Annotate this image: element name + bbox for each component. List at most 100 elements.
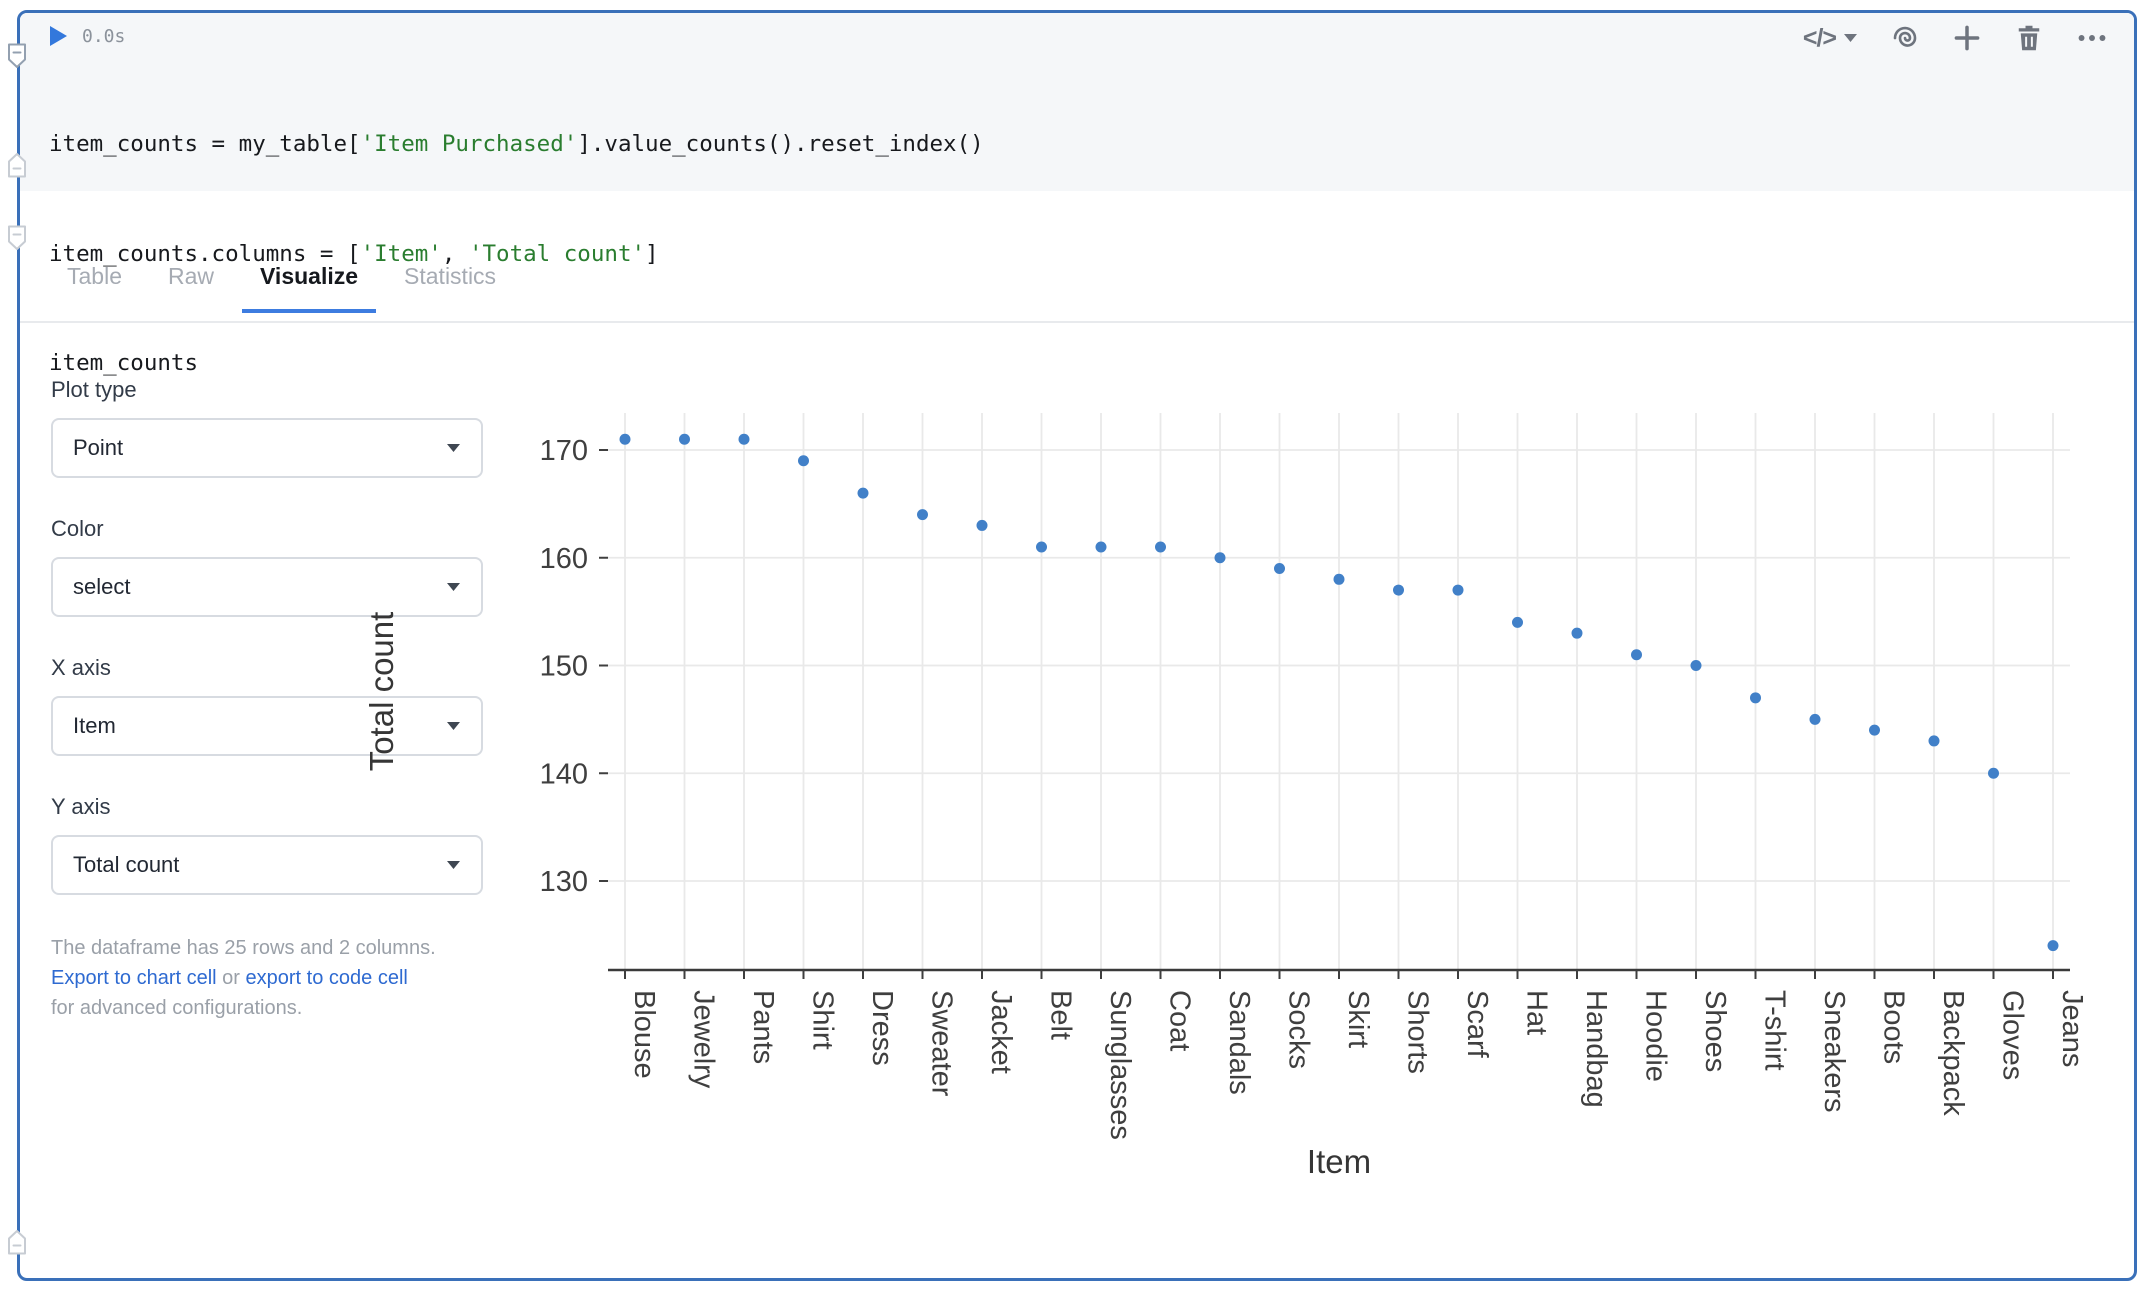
spiral-ai-icon[interactable]	[1890, 23, 1920, 53]
x-tick-label: Hat	[1521, 990, 1553, 1035]
x-tick-label: Skirt	[1342, 990, 1374, 1048]
chevron-down-icon	[447, 722, 460, 730]
x-tick-label: Jacket	[985, 990, 1017, 1074]
more-actions-icon[interactable]	[2076, 23, 2108, 53]
x-tick-label: Sunglasses	[1104, 990, 1136, 1140]
x-tick-label: Hoodie	[1640, 990, 1672, 1082]
x-tick-label: Belt	[1045, 990, 1077, 1040]
code-text: item_counts	[49, 350, 199, 376]
x-tick-label: Shirt	[807, 990, 839, 1050]
scatter-chart-canvas: 130 140 150 160 170 Blouse Jewelry Pants Shirt Dr…	[363, 413, 2088, 1180]
chevron-down-icon	[447, 861, 460, 869]
data-point	[1571, 627, 1583, 639]
data-point	[1631, 649, 1642, 661]
data-point	[2047, 940, 2059, 952]
x-axis-select[interactable]: Item	[51, 696, 483, 756]
x-axis-value: Item	[73, 713, 116, 738]
note-text: The dataframe has 25 rows and 2 columns.	[51, 937, 436, 959]
code-string: 'Total count'	[468, 240, 646, 267]
y-tick-label: 130	[540, 866, 588, 898]
code-string: 'Item Purchased'	[360, 131, 578, 157]
data-point	[1095, 541, 1107, 553]
x-tick-label: Coat	[1164, 990, 1196, 1051]
color-select[interactable]: select	[51, 557, 483, 617]
x-tick-label: T-shirt	[1759, 990, 1791, 1071]
color-value: select	[73, 574, 131, 599]
y-axis-value: Total count	[73, 852, 180, 877]
tabs-divider	[20, 321, 2134, 323]
code-text: item_counts.columns = [	[49, 240, 361, 267]
data-point	[1333, 573, 1345, 585]
x-axis-label: X axis	[51, 655, 111, 680]
data-point	[1036, 541, 1047, 553]
x-tick-label: Handbag	[1580, 990, 1612, 1108]
data-point	[1809, 713, 1821, 725]
x-tick-label: Sandals	[1223, 990, 1255, 1095]
code-text: item_counts = my_table[	[49, 131, 361, 157]
dataframe-note: The dataframe has 25 rows and 2 columns.…	[51, 933, 483, 1023]
x-tick-label: Jewelry	[688, 990, 720, 1089]
y-tick-label: 140	[540, 758, 588, 790]
chevron-down-icon	[447, 444, 460, 452]
cell-toolbar: </>	[1803, 23, 2108, 53]
code-line: item_counts	[49, 345, 984, 382]
data-point	[619, 433, 631, 445]
export-to-chart-cell-link[interactable]: Export to chart cell	[51, 967, 217, 989]
y-tick-label: 170	[540, 435, 588, 467]
data-point	[679, 433, 690, 445]
collapse-handle-icon[interactable]	[6, 152, 28, 179]
tab-statistics[interactable]: Statistics	[404, 263, 497, 289]
data-point	[1155, 541, 1166, 553]
y-tick-label: 150	[540, 651, 588, 683]
data-point	[1393, 584, 1404, 596]
code-text: ]	[645, 240, 659, 267]
run-cell-button[interactable]	[49, 25, 68, 47]
data-point	[1690, 660, 1702, 671]
code-editor-section: 0.0s item_counts = my_table['Item Purcha…	[20, 13, 2134, 376]
color-label: Color	[51, 516, 104, 541]
code-string: 'Item'	[360, 240, 442, 267]
chevron-down-icon	[447, 583, 460, 591]
data-point	[738, 433, 750, 445]
code-editor[interactable]: item_counts = my_table['Item Purchased']…	[49, 53, 984, 455]
x-tick-label: Shoes	[1699, 990, 1731, 1072]
collapse-handle-icon[interactable]	[6, 42, 28, 69]
data-point	[1214, 552, 1226, 564]
data-point	[1988, 767, 1999, 779]
code-text: ,	[441, 240, 469, 267]
execution-time: 0.0s	[82, 25, 126, 47]
x-axis-title: Item	[1307, 1143, 1371, 1180]
notebook-code-cell: 0.0s item_counts = my_table['Item Purcha…	[17, 10, 2137, 1281]
data-point	[1512, 616, 1523, 628]
data-point	[1452, 584, 1464, 596]
export-to-code-cell-link[interactable]: export to code cell	[245, 967, 408, 989]
tab-visualize[interactable]: Visualize	[242, 263, 377, 313]
collapse-handle-icon[interactable]	[6, 224, 28, 251]
plot-type-value: Point	[73, 435, 124, 460]
y-axis-title: Total count	[363, 612, 400, 772]
y-axis-select[interactable]: Total count	[51, 835, 483, 895]
data-point	[1928, 735, 1940, 747]
plot-type-select[interactable]: Point	[51, 418, 483, 478]
code-line: item_counts.columns = ['Item', 'Total co…	[49, 236, 984, 273]
y-axis-label: Y axis	[51, 794, 111, 819]
output-tabs: Table Raw Visualize Statistics	[49, 263, 514, 313]
block-type-button[interactable]: </>	[1803, 24, 1858, 53]
code-line: item_counts = my_table['Item Purchased']…	[49, 126, 984, 163]
tab-table[interactable]: Table	[67, 263, 122, 289]
x-tick-label: Jeans	[2056, 990, 2088, 1067]
data-point	[1869, 724, 1880, 736]
y-tick-label: 160	[540, 543, 588, 575]
add-block-icon[interactable]	[1952, 23, 1982, 53]
data-point	[798, 455, 809, 467]
x-tick-label: Scarf	[1461, 990, 1493, 1059]
data-point	[976, 519, 988, 531]
scatter-chart: 130 140 150 160 170 Blouse Jewelry Pants Shirt Dr…	[363, 383, 2134, 1243]
visualize-config-panel: Plot type Point Color select X axis Item…	[51, 377, 483, 1023]
x-tick-label: Backpack	[1937, 990, 1969, 1116]
data-point	[1750, 692, 1761, 704]
collapse-handle-icon[interactable]	[6, 1229, 28, 1256]
data-point	[917, 509, 928, 521]
trash-icon[interactable]	[2014, 23, 2044, 53]
tab-raw[interactable]: Raw	[167, 263, 214, 289]
